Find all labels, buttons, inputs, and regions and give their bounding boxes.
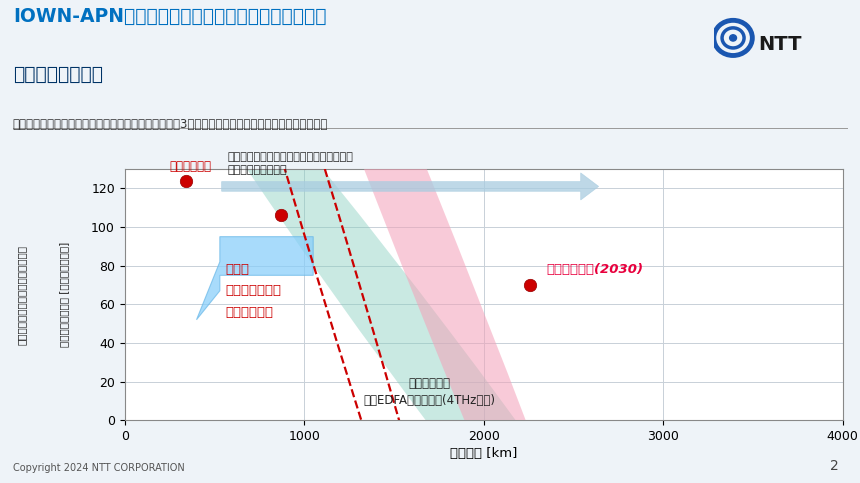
Ellipse shape [145,0,751,483]
Text: 単一コアシングルモード光ファイバ: 単一コアシングルモード光ファイバ [16,244,27,345]
Text: 超長波長帯に波長資源を拡大することで、既存技術の3倍以上の大容量化と長距離化を両立して実証: 超長波長帯に波長資源を拡大することで、既存技術の3倍以上の大容量化と長距離化を両… [13,118,329,131]
Text: IOWN-APNの実現に向けた波長資源の拡大における: IOWN-APNの実現に向けた波長資源の拡大における [13,7,327,26]
Text: 実現目標領域(2030): 実現目標領域(2030) [547,263,643,276]
Text: 既存EDFA光増幅中継(4THz帯域): 既存EDFA光増幅中継(4THz帯域) [364,395,496,407]
Text: （３倍以上）: （３倍以上） [225,306,273,318]
Polygon shape [196,237,313,320]
Point [524,281,538,289]
Text: 本成果の位置づけ: 本成果の位置づけ [13,65,103,84]
Ellipse shape [168,0,692,483]
Point [274,212,288,219]
Text: 電気信号帯域拡大技術による波長あたりの
マルチテラビット化: 電気信号帯域拡大技術による波長あたりの マルチテラビット化 [227,152,353,175]
Point [179,177,193,185]
Text: 2: 2 [830,459,838,473]
Text: における伝送容量 [テラビット毎秒]: における伝送容量 [テラビット毎秒] [59,242,70,347]
Circle shape [729,35,736,41]
X-axis label: 伝送距離 [km]: 伝送距離 [km] [450,447,518,460]
Polygon shape [222,173,599,200]
Text: 本成果で実証: 本成果で実証 [169,160,212,173]
Text: 本成果: 本成果 [225,263,249,276]
Text: 従来技術領域: 従来技術領域 [408,377,451,390]
Text: NTT: NTT [759,35,802,54]
Text: 波長資源の拡大: 波長資源の拡大 [225,284,281,297]
Text: Copyright 2024 NTT CORPORATION: Copyright 2024 NTT CORPORATION [13,463,185,473]
